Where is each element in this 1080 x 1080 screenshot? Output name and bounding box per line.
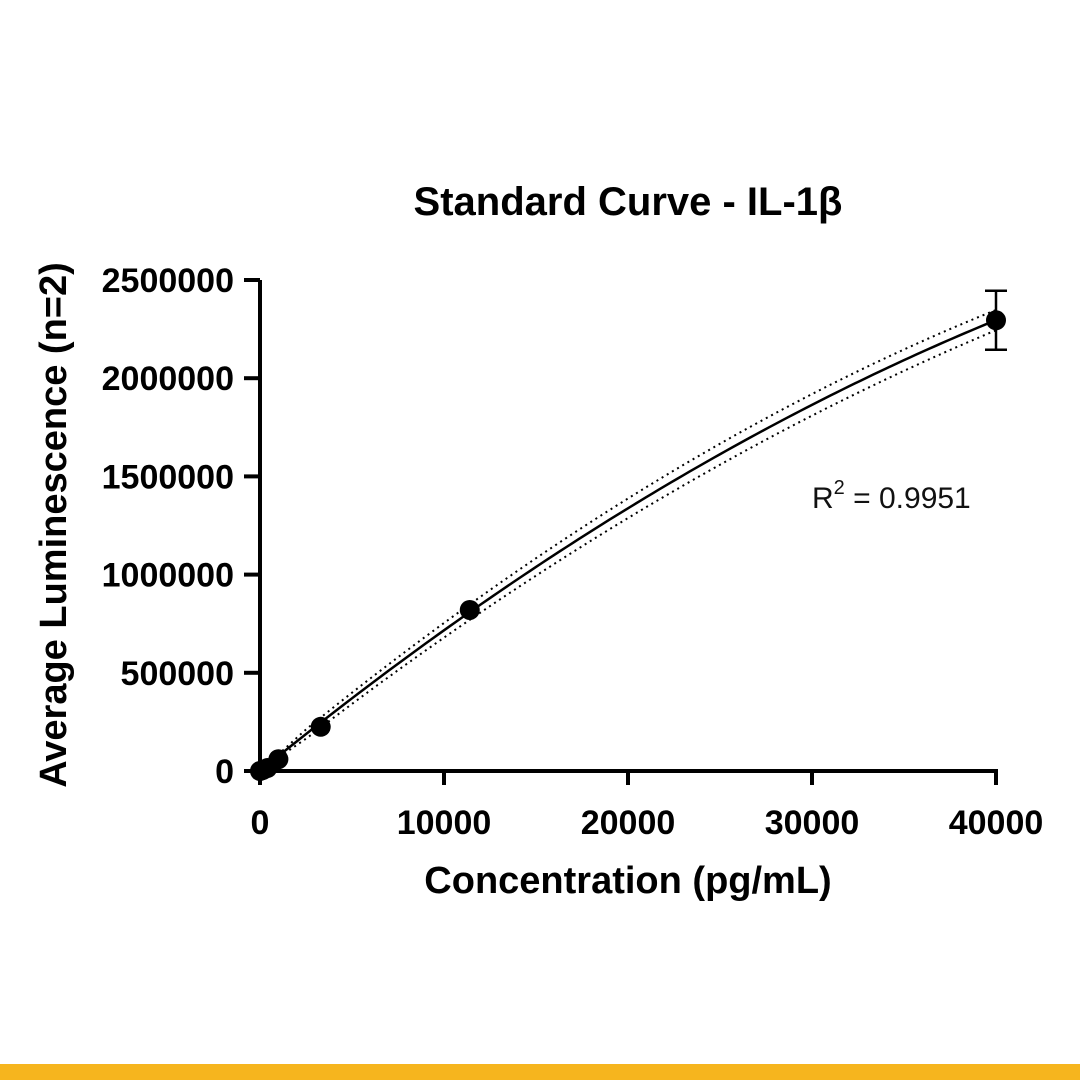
r-squared-sup: 2 <box>834 477 845 499</box>
y-axis-label: Average Luminescence (n=2) <box>33 262 75 788</box>
x-tick-label: 0 <box>251 804 270 842</box>
bottom-accent-bar <box>0 1064 1080 1080</box>
x-tick-label: 20000 <box>581 804 676 842</box>
confidence-band-upper <box>259 309 997 772</box>
data-points <box>250 289 1007 781</box>
y-tick-label: 2000000 <box>102 360 234 398</box>
data-point <box>310 716 331 737</box>
y-tick-label: 500000 <box>121 655 234 693</box>
y-tick-label: 0 <box>215 753 234 791</box>
fit-layer <box>259 309 997 772</box>
fit-curve <box>259 318 997 772</box>
r-squared-value: = 0.9951 <box>845 482 971 515</box>
y-tick-label: 1000000 <box>102 557 234 595</box>
data-point <box>459 599 480 620</box>
confidence-band-lower <box>259 329 997 772</box>
y-ticks: 0 500000 1000000 1500000 2000000 2500000 <box>102 262 260 791</box>
x-tick-label: 40000 <box>949 804 1044 842</box>
data-point <box>268 749 289 770</box>
x-tick-label: 30000 <box>765 804 860 842</box>
chart-title: Standard Curve - IL-1β <box>414 180 843 224</box>
x-ticks: 0 10000 20000 30000 40000 <box>251 771 1044 842</box>
axes <box>258 280 998 773</box>
r-squared-r: R <box>812 482 834 515</box>
y-tick-label: 1500000 <box>102 458 234 496</box>
r-squared-annotation: R2 = 0.9951 <box>812 477 971 515</box>
y-tick-label: 2500000 <box>102 262 234 300</box>
x-axis-label: Concentration (pg/mL) <box>424 860 831 902</box>
x-tick-label: 10000 <box>397 804 492 842</box>
data-point <box>986 310 1006 331</box>
